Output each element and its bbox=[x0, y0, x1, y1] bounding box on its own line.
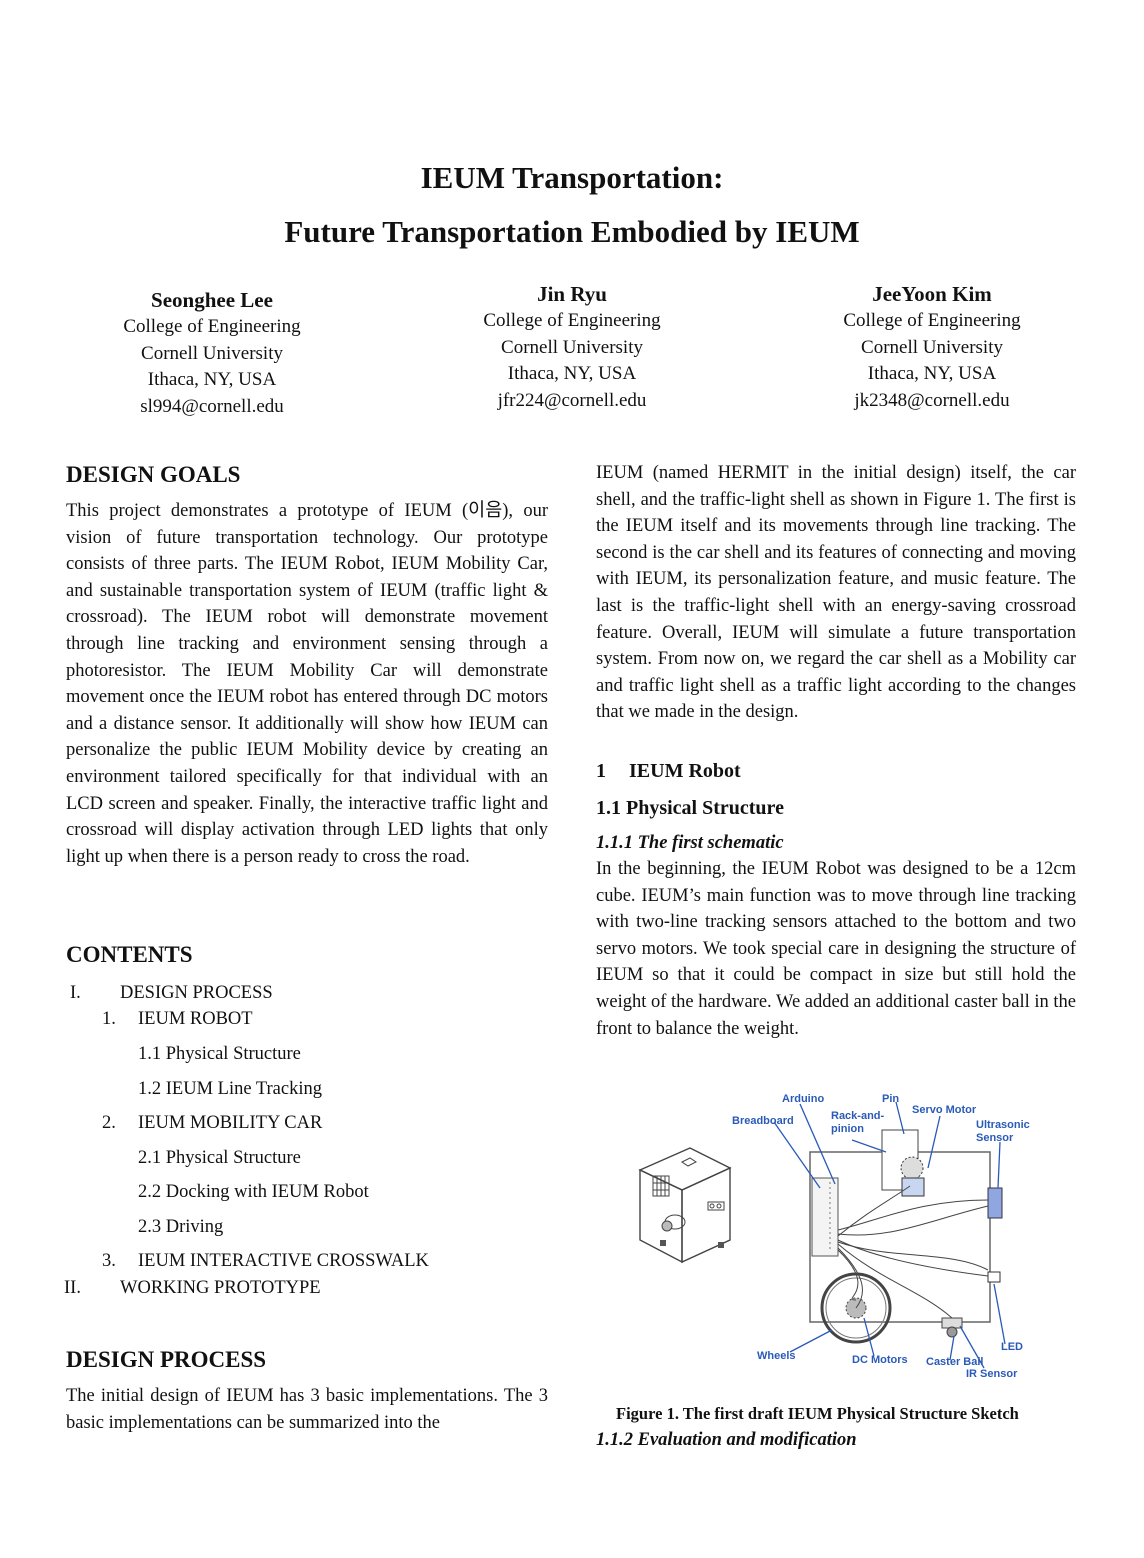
toc-number: 2. bbox=[102, 1113, 116, 1133]
figure-label-pinion: pinion bbox=[831, 1123, 864, 1135]
figure-label-ultrasonic: Ultrasonic bbox=[976, 1119, 1030, 1131]
toc-item-crosswalk: IEUM INTERACTIVE CROSSWALK bbox=[138, 1251, 429, 1271]
ultrasonic-sensor-sketch bbox=[987, 1187, 1003, 1219]
toc-item: 2.2 Docking with IEUM Robot bbox=[138, 1182, 369, 1202]
servo-motor-sketch bbox=[901, 1177, 925, 1197]
author-university: Cornell University bbox=[501, 336, 643, 358]
design-process-section: DESIGN PROCESS The initial design of IEU… bbox=[66, 1346, 548, 1436]
intro-paragraph: IEUM (named HERMIT in the initial design… bbox=[596, 463, 1076, 723]
toc-number: I. bbox=[70, 983, 81, 1003]
toc-item: 2.3 Driving bbox=[138, 1217, 224, 1237]
figure-caption: Figure 1. The first draft IEUM Physical … bbox=[616, 1404, 1019, 1423]
toc-item: 1.1 Physical Structure bbox=[138, 1044, 301, 1064]
contents-section: CONTENTS bbox=[66, 941, 548, 969]
figure-label-caster-ball: Caster Ball bbox=[926, 1356, 983, 1368]
author-affiliation: College of Engineering bbox=[843, 310, 1021, 331]
author-block: Seonghee Lee College of Engineering Corn… bbox=[62, 286, 362, 420]
design-goals-heading: DESIGN GOALS bbox=[66, 462, 241, 487]
author-name: Seonghee Lee bbox=[151, 288, 273, 312]
author-university: Cornell University bbox=[141, 342, 283, 364]
author-name: JeeYoon Kim bbox=[872, 282, 992, 306]
cube-sketch bbox=[638, 1147, 732, 1264]
subsubsection-heading: 1.1.1 The first schematic bbox=[596, 832, 784, 853]
author-email: jfr224@cornell.edu bbox=[497, 389, 647, 411]
figure-label-led: LED bbox=[1001, 1341, 1023, 1353]
figure-label-arduino: Arduino bbox=[782, 1093, 824, 1105]
design-goals-section: DESIGN GOALS This project demonstrates a… bbox=[66, 461, 548, 870]
figure-label-breadboard: Breadboard bbox=[732, 1115, 794, 1127]
toc-number: 1. bbox=[102, 1009, 116, 1029]
figure-1-robot-sketch: Arduino Pin Breadboard Rack-and- pinion … bbox=[638, 1093, 1030, 1380]
figure-leader-lines bbox=[773, 1101, 1006, 1369]
paper-title-line-2: Future Transportation Embodied by IEUM bbox=[284, 214, 860, 249]
figure-label-pin: Pin bbox=[882, 1093, 899, 1105]
toc-item: 2.1 Physical Structure bbox=[138, 1148, 301, 1168]
contents-heading: CONTENTS bbox=[66, 942, 193, 967]
figure-label-wheels: Wheels bbox=[757, 1350, 796, 1362]
section-number: 1 bbox=[596, 759, 606, 782]
pinion-gear bbox=[900, 1156, 924, 1180]
section-heading-ieum-robot: 1 IEUM Robot bbox=[596, 758, 1076, 784]
section-title: IEUM Robot bbox=[629, 759, 741, 782]
author-name: Jin Ryu bbox=[537, 282, 607, 306]
schematic-paragraph: In the beginning, the IEUM Robot was des… bbox=[596, 858, 1077, 1039]
toc-item-working-prototype: WORKING PROTOTYPE bbox=[120, 1278, 321, 1298]
toc-number: 3. bbox=[102, 1251, 116, 1271]
toc-number: II. bbox=[64, 1278, 81, 1298]
author-email: sl994@cornell.edu bbox=[140, 395, 284, 417]
author-location: Ithaca, NY, USA bbox=[867, 363, 997, 384]
author-affiliation: College of Engineering bbox=[483, 310, 661, 331]
paper-title-line-1: IEUM Transportation: bbox=[420, 160, 724, 195]
design-process-paragraph: The initial design of IEUM has 3 basic i… bbox=[66, 1386, 548, 1433]
toc-item-ieum-robot: IEUM ROBOT bbox=[138, 1009, 253, 1029]
figure-label-dc-motors: DC Motors bbox=[852, 1354, 908, 1366]
breadboard-sketch bbox=[811, 1177, 839, 1257]
subsection-heading: 1.1 Physical Structure bbox=[596, 796, 784, 819]
author-location: Ithaca, NY, USA bbox=[147, 369, 277, 390]
figure-label-rack: Rack-and- bbox=[831, 1110, 885, 1122]
design-goals-paragraph: This project demonstrates a prototype of… bbox=[66, 501, 548, 867]
right-column: IEUM (named HERMIT in the initial design… bbox=[596, 460, 1076, 1042]
led-sketch bbox=[987, 1271, 1001, 1283]
author-university: Cornell University bbox=[861, 336, 1003, 358]
toc-item-mobility-car: IEUM MOBILITY CAR bbox=[138, 1113, 323, 1133]
author-block: Jin Ryu College of Engineering Cornell U… bbox=[422, 280, 722, 414]
author-location: Ithaca, NY, USA bbox=[507, 363, 637, 384]
author-email: jk2348@cornell.edu bbox=[854, 389, 1010, 411]
toc-item: 1.2 IEUM Line Tracking bbox=[138, 1079, 322, 1099]
figure-label-ir-sensor: IR Sensor bbox=[966, 1368, 1018, 1380]
author-affiliation: College of Engineering bbox=[123, 316, 301, 337]
design-process-heading: DESIGN PROCESS bbox=[66, 1347, 267, 1372]
figure-label-sensor: Sensor bbox=[976, 1132, 1014, 1144]
wires-sketch bbox=[837, 1185, 989, 1319]
author-block: JeeYoon Kim College of Engineering Corne… bbox=[782, 280, 1082, 414]
subsubsection-heading-evaluation: 1.1.2 Evaluation and modification bbox=[596, 1430, 857, 1450]
figure-label-servo: Servo Motor bbox=[912, 1104, 977, 1116]
toc-item-design-process: DESIGN PROCESS bbox=[120, 983, 273, 1003]
